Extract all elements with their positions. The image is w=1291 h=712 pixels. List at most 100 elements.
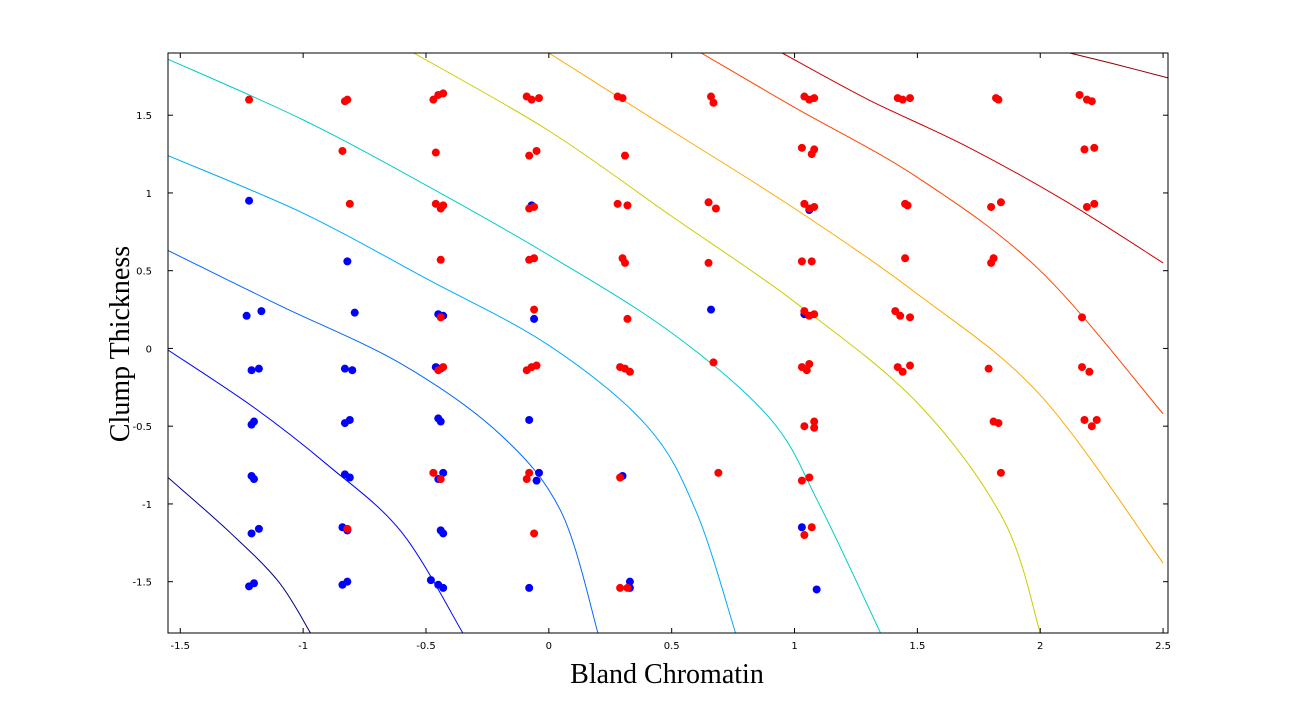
y-tick-label: 0.5 [136,267,152,278]
data-point-series-2 [613,199,622,208]
data-point-series-2 [436,255,445,264]
data-point-series-1 [530,314,539,323]
x-tick-label: 2 [1037,641,1043,652]
data-point-series-2 [343,524,352,533]
data-point-series-2 [1082,202,1091,211]
data-point-series-2 [800,531,809,540]
data-point-series-1 [242,311,251,320]
y-axis-label: Clump Thickness [105,246,136,442]
x-tick-label: -1.5 [171,641,191,652]
x-tick-label: 1.5 [909,641,925,652]
x-tick-label: 0 [546,641,552,652]
data-point-series-1 [345,415,354,424]
data-point-series-1 [249,579,258,588]
x-tick-label: -1 [298,641,308,652]
data-point-series-1 [343,577,352,586]
data-point-series-2 [623,314,632,323]
data-point-series-2 [797,143,806,152]
data-point-series-2 [1078,313,1087,322]
data-point-series-2 [530,305,539,314]
x-tick-label: 0.5 [664,641,680,652]
data-point-series-2 [431,148,440,157]
data-point-series-2 [530,529,539,538]
data-point-series-2 [810,94,819,103]
data-point-series-1 [348,366,357,375]
data-point-series-2 [623,201,632,210]
data-point-series-1 [535,468,544,477]
data-point-series-1 [257,307,266,316]
data-point-series-1 [525,415,534,424]
data-point-series-2 [345,199,354,208]
data-point-series-2 [996,198,1005,207]
contour-line-7 [548,53,1164,564]
data-point-series-2 [709,98,718,107]
plot-area [168,53,1168,633]
data-point-series-2 [530,254,539,263]
data-point-series-1 [812,585,821,594]
y-tick-label: -1.5 [132,578,152,589]
data-point-series-2 [987,202,996,211]
data-point-series-2 [805,359,814,368]
data-point-series-2 [436,313,445,322]
x-tick-label: -0.5 [416,641,436,652]
data-point-series-2 [618,94,627,103]
data-point-series-2 [439,89,448,98]
data-point-series-2 [532,146,541,155]
contour-line-2 [168,349,464,633]
data-point-series-2 [436,475,445,484]
data-point-series-2 [797,476,806,485]
data-point-series-2 [1078,363,1087,372]
data-point-series-2 [709,358,718,367]
data-point-series-2 [810,417,819,426]
data-point-series-2 [807,257,816,266]
data-point-series-2 [802,366,811,375]
data-point-series-2 [1080,415,1089,424]
contour-line-6 [413,53,1041,633]
data-point-series-2 [807,523,816,532]
contour-line-1 [168,477,311,633]
data-point-series-2 [621,258,630,267]
data-point-series-2 [810,423,819,432]
data-point-series-2 [800,422,809,431]
data-point-series-2 [810,310,819,319]
data-point-series-2 [1080,145,1089,154]
data-point-series-2 [1085,367,1094,376]
y-tick-label: 1.5 [136,111,152,122]
data-point-series-1 [797,523,806,532]
data-point-series-2 [616,583,625,592]
data-point-series-2 [714,468,723,477]
x-tick-label: 1 [791,641,797,652]
data-point-series-2 [530,202,539,211]
data-point-series-2 [810,145,819,154]
data-point-series-1 [254,524,263,533]
data-point-series-1 [247,529,256,538]
data-point-series-2 [525,468,534,477]
data-point-series-1 [426,576,435,585]
data-point-series-2 [898,367,907,376]
data-point-series-2 [338,146,347,155]
contour-lines [168,53,1168,633]
data-point-series-2 [906,361,915,370]
data-point-series-2 [522,475,531,484]
data-point-series-1 [525,583,534,592]
data-point-series-2 [532,361,541,370]
data-point-series-2 [1087,97,1096,106]
data-point-series-1 [245,196,254,205]
y-tick-label: -0.5 [132,422,152,433]
y-axis: -1.5 -1 -0.5 0 0.5 1 1.5 [132,111,1168,589]
contour-line-10 [1069,53,1168,79]
data-point-series-2 [625,367,634,376]
data-point-series-2 [906,313,915,322]
data-point-series-2 [797,257,806,266]
data-point-series-1 [532,476,541,485]
data-point-series-2 [616,473,625,482]
data-point-series-2 [527,95,536,104]
data-point-series-1 [439,468,448,477]
data-point-series-2 [984,364,993,373]
data-point-series-2 [623,583,632,592]
contour-line-9 [782,53,1164,264]
contour-line-8 [700,53,1164,415]
data-point-series-1 [247,366,256,375]
data-point-series-2 [245,95,254,104]
